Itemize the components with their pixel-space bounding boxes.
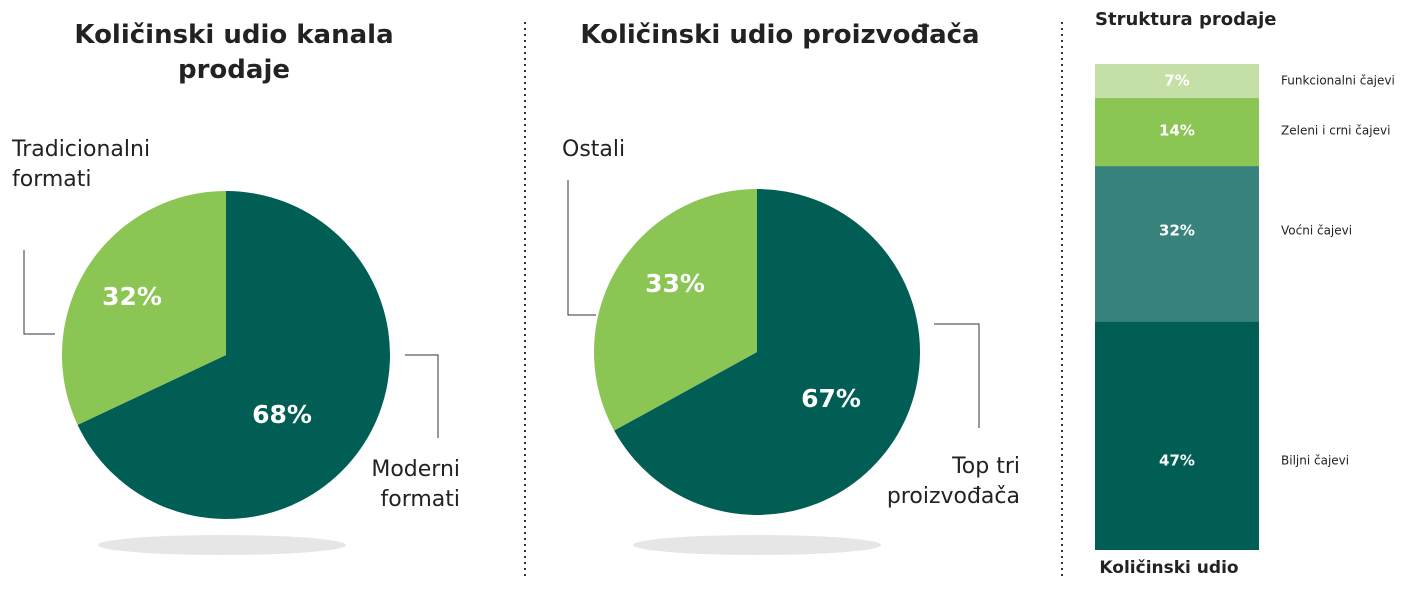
value-label: 7% — [1164, 72, 1189, 90]
callout-line — [405, 354, 439, 438]
pie-shadow — [633, 535, 881, 555]
pie-slice — [61, 190, 227, 425]
chart-title: Količinski udio kanala prodaje — [74, 20, 394, 85]
pie-shadow — [98, 535, 346, 555]
value-label: 33% — [645, 269, 705, 298]
value-label: 68% — [252, 400, 312, 429]
legend-label: Funkcionalni čajevi — [1281, 74, 1395, 88]
pie-slice — [594, 189, 757, 431]
category-label: Ostali — [562, 137, 626, 162]
bar-segment — [1095, 64, 1259, 99]
category-label: Moderni formati — [371, 457, 460, 512]
value-label: 67% — [801, 384, 861, 413]
chart-title: Struktura prodaje — [1095, 9, 1276, 30]
callout-line — [23, 250, 55, 335]
legend-label: Zeleni i crni čajevi — [1281, 124, 1390, 138]
legend-label: Biljni čajevi — [1281, 454, 1349, 468]
value-label: 14% — [1159, 122, 1195, 140]
bar-segment — [1095, 98, 1259, 167]
bar-segment — [1095, 321, 1259, 550]
value-label: 47% — [1159, 452, 1195, 470]
bar-segment — [1095, 166, 1259, 322]
pie-slice — [614, 189, 921, 515]
x-tick-label: Količinski udio — [1099, 558, 1238, 578]
pie-slice — [77, 191, 390, 519]
legend-label: Voćni čajevi — [1281, 224, 1352, 238]
value-label: 32% — [1159, 222, 1195, 240]
value-label: 32% — [102, 282, 162, 311]
callout-line — [567, 180, 596, 316]
category-label: Tradicionalni formati — [12, 137, 151, 192]
category-label: Top tri proizvođača — [886, 454, 1020, 509]
callout-line — [934, 323, 980, 428]
chart-title: Količinski udio proizvođača — [580, 20, 980, 50]
